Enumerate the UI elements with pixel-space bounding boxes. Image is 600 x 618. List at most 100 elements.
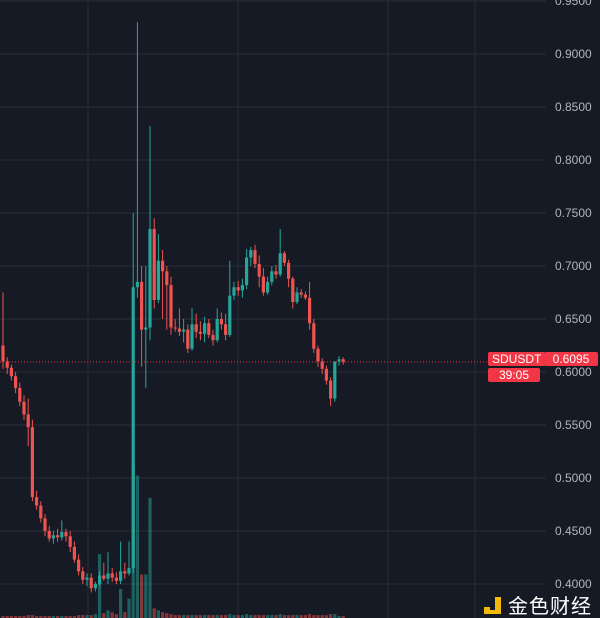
volume-bar [30,615,34,618]
candle-body [68,536,72,547]
volume-bar [156,610,160,618]
volume-bar [186,615,190,618]
y-tick-label: 0.4500 [555,524,592,538]
volume-bar [320,615,324,618]
candle-body [177,328,181,332]
volume-bar [9,616,13,618]
candle-body [131,287,135,569]
volume-bar [102,613,106,618]
volume-bar [56,616,60,618]
candle-body [320,361,324,369]
volume-bar [329,614,333,618]
candle-body [127,568,131,574]
y-tick-label: 0.8500 [555,100,592,114]
watermark-logo: 金色财经 [484,595,592,617]
volume-bar [47,616,51,618]
candle-body [190,324,194,349]
candle-body [194,324,198,332]
volume-bar [43,616,47,618]
candle-body [18,387,22,402]
volume-bar [211,615,215,618]
candle-body [303,294,307,298]
volume-bar [287,615,291,618]
volume-bar [270,615,274,618]
candle-body [93,584,97,589]
candle-body [249,250,253,258]
y-tick-label: 0.5000 [555,471,592,485]
volume-bar [198,615,202,618]
volume-bar [5,616,9,618]
volume-bar [333,614,337,618]
candle-body [299,292,303,295]
candle-body [135,281,139,288]
candle-body [266,281,270,293]
volume-bar [324,615,328,618]
candle-body [60,532,64,538]
candle-body [81,571,85,580]
volume-bar [173,615,177,618]
candle-body [274,271,278,275]
candle-body [165,271,169,286]
volume-bar [60,616,64,618]
y-tick-label: 0.6500 [555,312,592,326]
candle-body [228,295,232,335]
candle-body [215,319,219,341]
candle-body [156,260,160,300]
candle-body [245,257,249,286]
jinse-logo-icon [484,597,502,615]
volume-bar [232,615,236,618]
volume-bar [245,614,249,618]
candle-body [173,327,177,329]
candle-body [257,263,261,277]
volume-bar [337,616,341,618]
candle-body [224,324,228,335]
volume-bar [77,615,81,618]
volume-bar [18,616,22,618]
volume-bar [39,616,43,618]
y-tick-label: 0.9000 [555,47,592,61]
volume-bar [207,615,211,618]
y-tick-label: 0.7000 [555,259,592,273]
candle-body [232,287,236,296]
volume-bar [51,616,55,618]
volume-bar [177,615,181,618]
volume-bar [240,615,244,618]
y-tick-label: 0.6000 [555,365,592,379]
volume-bar [190,615,194,618]
volume-bar [127,598,131,618]
candle-body [77,559,81,572]
candle-body [152,228,156,300]
candle-body [56,535,60,538]
candle-body [287,262,291,279]
volume-bar [1,616,5,618]
candle-countdown: 39:05 [488,368,540,382]
candle-body [211,334,215,341]
volume-bar [253,615,257,618]
candle-body [9,367,13,377]
volume-bar [341,616,345,618]
volume-bar [22,616,26,618]
candle-body [30,427,34,498]
volume-bar [26,615,30,618]
volume-bar [312,615,316,618]
candle-body [261,276,265,293]
candle-body [72,546,76,560]
candle-body [110,573,114,578]
candle-body [26,414,30,428]
candle-body [106,573,110,579]
volume-bar [308,614,312,618]
y-tick-label: 0.7500 [555,206,592,220]
volume-bar [194,615,198,618]
volume-bar [249,615,253,618]
candle-body [35,497,39,506]
last-price-label: 0.6095 [544,352,598,366]
candle-body [282,253,286,263]
candle-body [43,518,47,531]
candle-body [47,531,51,539]
candle-body [337,359,341,362]
candle-body [207,323,211,335]
watermark-text: 金色财经 [508,594,592,618]
candle-body [295,292,299,303]
